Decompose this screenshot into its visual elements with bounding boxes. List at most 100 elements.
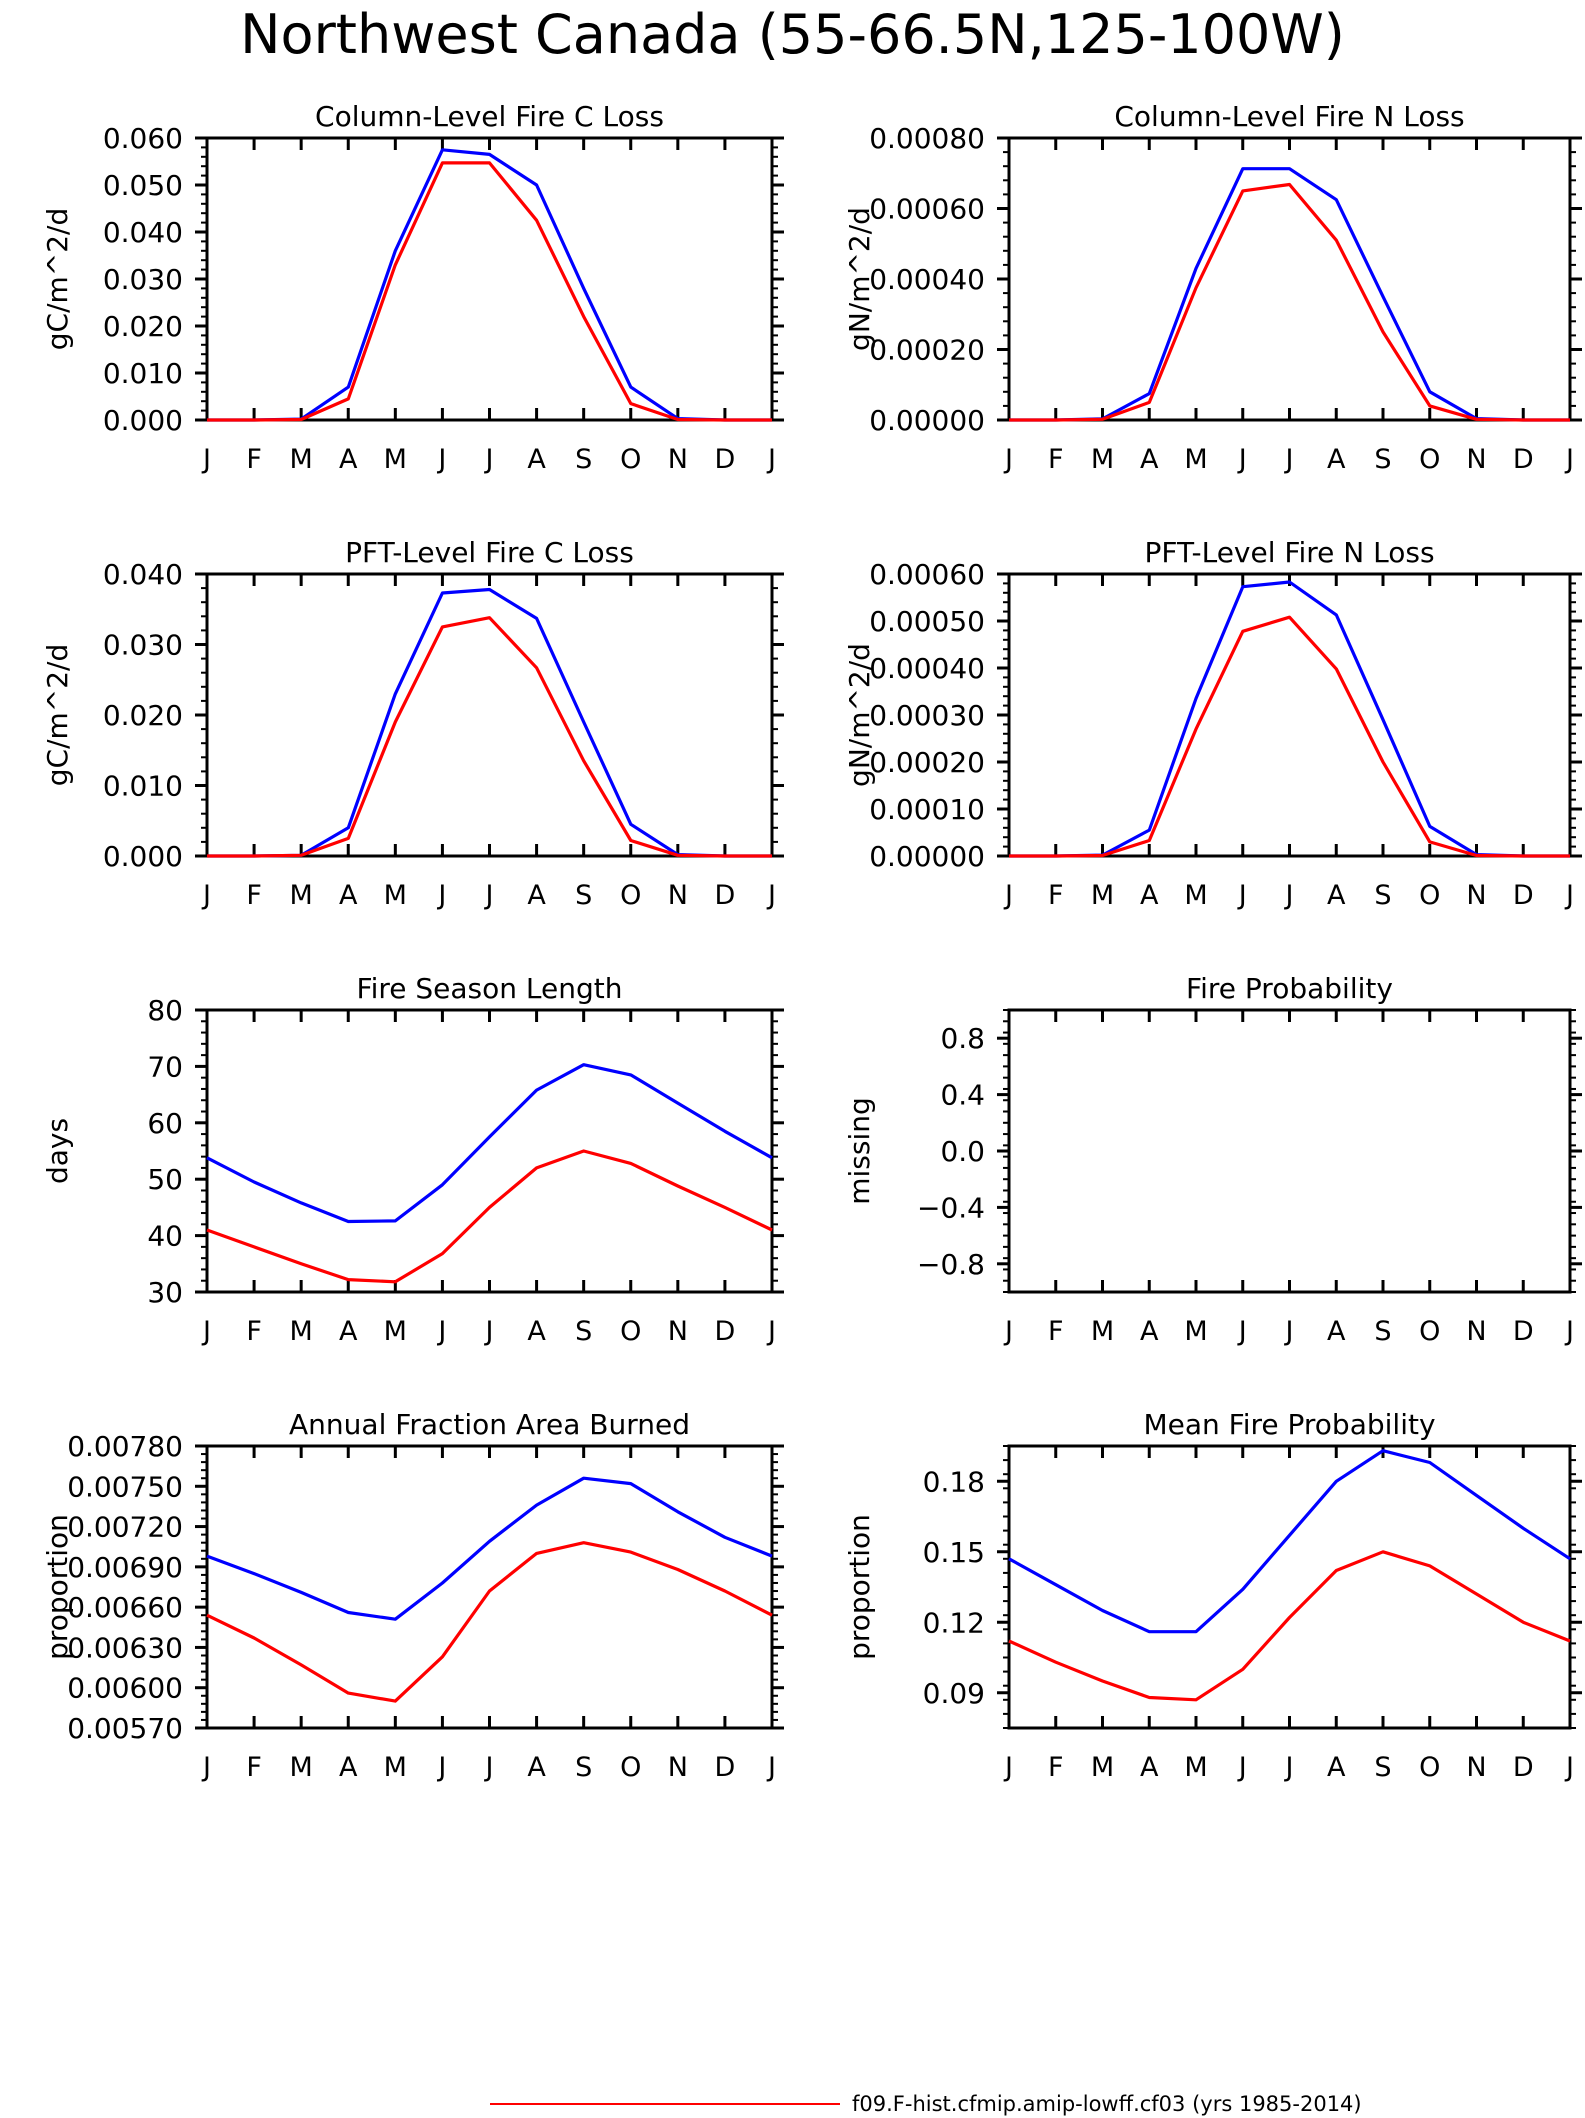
x-tick-label: J <box>1237 880 1247 911</box>
x-tick-label: A <box>1327 880 1346 911</box>
x-tick-label: J <box>1003 1752 1013 1783</box>
chart-title: Column-Level Fire C Loss <box>315 100 664 133</box>
series-line <box>207 587 772 858</box>
x-tick-label: J <box>1237 1752 1247 1783</box>
series-line <box>207 148 772 422</box>
x-tick-label: M <box>384 1752 407 1783</box>
x-tick-label: M <box>290 444 313 475</box>
x-tick-label: M <box>290 880 313 911</box>
y-tick-label: 0.18 <box>923 1465 985 1498</box>
y-tick-label: 70 <box>147 1050 183 1083</box>
x-tick-label: S <box>1374 1752 1391 1783</box>
y-axis-label: gN/m^2/d <box>843 207 876 351</box>
x-tick-label: F <box>1048 880 1064 911</box>
series-line <box>207 161 772 422</box>
x-tick-label: J <box>1237 444 1247 475</box>
y-tick-label: −0.8 <box>917 1248 985 1281</box>
x-tick-label: M <box>1184 880 1207 911</box>
x-tick-label: D <box>715 880 736 911</box>
x-tick-label: N <box>668 1752 688 1783</box>
y-tick-label: 0.00020 <box>869 746 985 779</box>
x-tick-label: J <box>1564 444 1574 475</box>
y-tick-label: 0.020 <box>103 699 183 732</box>
x-tick-label: S <box>1374 444 1391 475</box>
y-tick-label: 0.00040 <box>869 652 985 685</box>
chart-title: Fire Season Length <box>357 972 623 1005</box>
x-tick-label: D <box>1513 1316 1534 1347</box>
x-tick-label: J <box>1284 1752 1294 1783</box>
y-tick-label: 0.00010 <box>869 793 985 826</box>
x-tick-label: J <box>484 880 494 911</box>
x-tick-label: A <box>1327 444 1346 475</box>
y-tick-label: 60 <box>147 1107 183 1140</box>
x-tick-label: O <box>620 1752 641 1783</box>
x-tick-label: A <box>1140 444 1159 475</box>
x-tick-label: J <box>201 444 211 475</box>
x-tick-label: F <box>246 444 262 475</box>
series-line <box>206 1541 773 1703</box>
x-tick-label: N <box>1466 880 1486 911</box>
y-tick-label: 0.00750 <box>67 1470 183 1503</box>
x-tick-label: F <box>246 1752 262 1783</box>
y-tick-label: 0.00050 <box>869 605 985 638</box>
y-tick-label: 0.00600 <box>67 1672 183 1705</box>
y-tick-label: 0.8 <box>940 1022 985 1055</box>
y-tick-label: 0.00000 <box>869 840 985 873</box>
x-tick-label: J <box>436 880 446 911</box>
x-tick-label: J <box>766 880 776 911</box>
chart-title: Fire Probability <box>1186 972 1393 1005</box>
x-tick-label: J <box>1003 1316 1013 1347</box>
x-tick-label: J <box>436 1752 446 1783</box>
x-tick-label: J <box>1564 880 1574 911</box>
x-tick-label: J <box>1564 1752 1574 1783</box>
y-tick-label: 0.00690 <box>67 1551 183 1584</box>
x-tick-label: A <box>339 1752 358 1783</box>
y-tick-label: 0.050 <box>103 169 183 202</box>
x-tick-label: N <box>668 1316 688 1347</box>
y-tick-label: 0.00040 <box>869 263 985 296</box>
y-tick-label: 0.060 <box>103 122 183 155</box>
x-tick-label: D <box>715 444 736 475</box>
x-tick-label: N <box>1466 444 1486 475</box>
x-tick-label: S <box>1374 1316 1391 1347</box>
x-tick-label: J <box>484 444 494 475</box>
x-tick-label: F <box>246 880 262 911</box>
x-tick-label: A <box>1140 1752 1159 1783</box>
y-tick-label: 80 <box>147 994 183 1027</box>
x-tick-label: D <box>1513 880 1534 911</box>
x-tick-label: M <box>1091 1316 1114 1347</box>
x-tick-label: M <box>290 1316 313 1347</box>
chart-title: Column-Level Fire N Loss <box>1114 100 1464 133</box>
x-tick-label: J <box>1284 444 1294 475</box>
x-tick-label: A <box>339 880 358 911</box>
y-tick-label: 0.040 <box>103 558 183 591</box>
x-tick-label: O <box>620 444 641 475</box>
x-tick-label: S <box>575 880 592 911</box>
x-tick-label: D <box>715 1752 736 1783</box>
y-tick-label: 0.00020 <box>869 334 985 367</box>
x-tick-label: J <box>1284 880 1294 911</box>
y-tick-label: 0.15 <box>923 1536 985 1569</box>
y-tick-label: 0.12 <box>923 1606 985 1639</box>
y-tick-label: 0.00660 <box>67 1591 183 1624</box>
y-tick-label: 0.00030 <box>869 699 985 732</box>
x-tick-label: J <box>436 444 446 475</box>
legend-label: f09.F-hist.cfmip.amip-lowff.cf03 (yrs 19… <box>852 2092 1362 2116</box>
y-tick-label: 0.040 <box>103 216 183 249</box>
y-tick-label: 40 <box>147 1220 183 1253</box>
y-tick-label: 0.00720 <box>67 1511 183 1544</box>
y-axis-label: proportion <box>843 1514 876 1660</box>
plot-frame <box>1007 1008 1572 1294</box>
x-tick-label: J <box>766 444 776 475</box>
x-tick-label: F <box>246 1316 262 1347</box>
series-line <box>1009 615 1570 858</box>
x-tick-label: D <box>1513 444 1534 475</box>
y-tick-label: 30 <box>147 1276 183 1309</box>
x-tick-label: O <box>1419 444 1440 475</box>
